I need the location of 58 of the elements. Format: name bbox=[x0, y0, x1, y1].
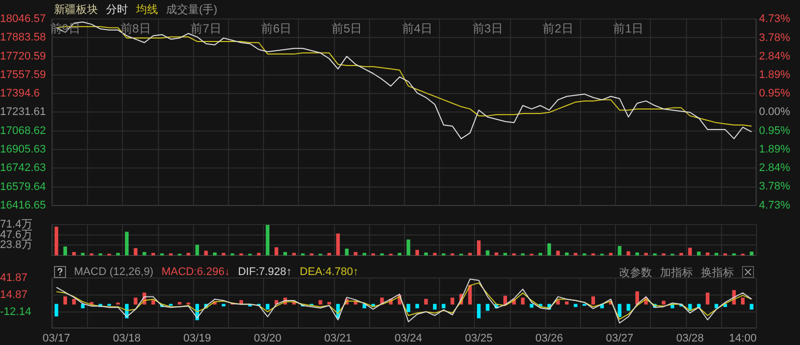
x-tick-label: 前7日 bbox=[190, 21, 222, 36]
y-tick-label: 47.6万 bbox=[0, 228, 32, 241]
y2-tick-label: 1.89% bbox=[759, 68, 790, 81]
x-tick-label: 前5日 bbox=[331, 21, 362, 36]
x-tick-label: 前6日 bbox=[261, 21, 292, 36]
y-tick-label: 41.87 bbox=[0, 272, 28, 284]
y-tick-label: 16742.63 bbox=[0, 162, 46, 174]
x-tick-label: 前1日 bbox=[613, 21, 644, 36]
series-label: 分时 bbox=[106, 2, 128, 16]
chart-title: MACD (12,26,9) bbox=[74, 266, 154, 278]
y-tick-label: 17720.59 bbox=[0, 50, 46, 62]
x-tick-label: 03/17 bbox=[42, 332, 70, 345]
y2-tick-label: 3.78% bbox=[759, 32, 790, 44]
x-tick-label: 03/24 bbox=[394, 332, 422, 345]
series-label: MACD:6.296↓ bbox=[161, 266, 230, 278]
y2-tick-label: 2.84% bbox=[759, 162, 790, 174]
series-label: 均线 bbox=[136, 2, 158, 16]
x-tick-label: 03/19 bbox=[183, 332, 211, 345]
y-tick-label: 23.8万 bbox=[0, 239, 32, 252]
x-tick-label: 03/21 bbox=[324, 332, 352, 345]
y-tick-label: 17068.62 bbox=[0, 124, 46, 137]
y2-tick-label: 3.78% bbox=[759, 180, 790, 193]
y2-tick-label: 2.84% bbox=[759, 50, 790, 62]
y-tick-label: 71.4万 bbox=[0, 218, 32, 231]
y2-tick-label: 0.00% bbox=[759, 106, 790, 118]
annotation: 加指标 bbox=[660, 266, 693, 280]
x-tick-label: 03/28 bbox=[676, 332, 704, 345]
annotation: 改参数 bbox=[619, 266, 652, 280]
text: DIF:7.928↑ bbox=[238, 266, 292, 278]
y2-tick-label: 4.73% bbox=[759, 199, 790, 212]
text: DEA:4.780↑ bbox=[300, 266, 358, 278]
y-tick-label: 17883.58 bbox=[0, 32, 46, 44]
x-tick-label: 前4日 bbox=[402, 21, 433, 36]
x-tick-label: 前3日 bbox=[472, 21, 503, 36]
y-tick-label: 17394.6 bbox=[0, 88, 40, 100]
x-tick-label: 03/18 bbox=[113, 332, 141, 345]
x-tick-label: 前2日 bbox=[542, 21, 574, 36]
y2-tick-label: 0.95% bbox=[759, 88, 790, 100]
x-tick-label: 03/27 bbox=[606, 332, 634, 345]
text: 成交量(手) bbox=[166, 2, 218, 16]
x-tick-label: 03/26 bbox=[535, 332, 563, 345]
y-tick-label: 16905.63 bbox=[0, 144, 46, 156]
x-tick-label: 前8日 bbox=[120, 21, 151, 36]
x-tick-label: 03/25 bbox=[465, 332, 493, 345]
y-tick-label: 14.87 bbox=[0, 288, 28, 301]
chart-title: 新疆板块 bbox=[54, 2, 98, 16]
y-tick-label: 16579.64 bbox=[0, 180, 46, 193]
x-tick-label: 03/20 bbox=[254, 332, 282, 345]
y-tick-label: 18046.57 bbox=[0, 13, 46, 26]
y-tick-label: 16416.65 bbox=[0, 199, 46, 212]
y2-tick-label: 4.73% bbox=[759, 13, 790, 26]
x-tick-label: 14:00 bbox=[729, 332, 757, 345]
annotation: 换指标 bbox=[701, 266, 734, 280]
y-tick-label: -12.14 bbox=[0, 306, 32, 318]
y-tick-label: 17557.59 bbox=[0, 68, 46, 81]
y2-tick-label: 0.95% bbox=[759, 124, 790, 137]
y-tick-label: 17231.61 bbox=[0, 106, 46, 118]
y2-tick-label: 1.89% bbox=[759, 143, 790, 156]
